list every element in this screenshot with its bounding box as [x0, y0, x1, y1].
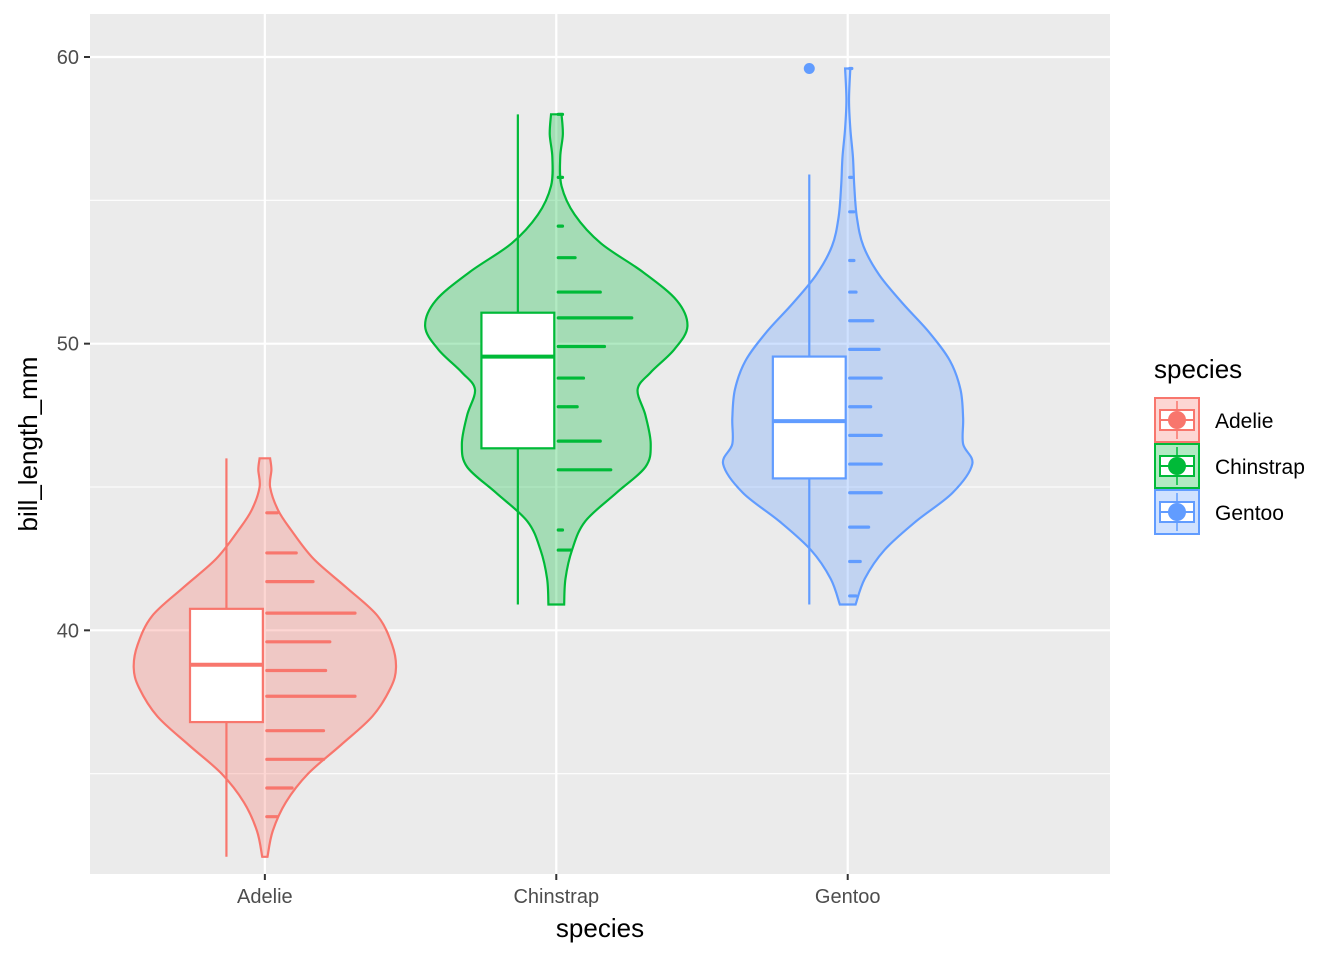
violin-chinstrap	[424, 113, 689, 606]
x-axis-title: species	[556, 913, 644, 943]
outlier-point	[803, 62, 815, 74]
legend-key-point	[1168, 503, 1186, 521]
y-tick-label: 60	[57, 47, 79, 69]
species-group-adelie	[132, 457, 398, 858]
legend-key-chinstrap	[1154, 443, 1200, 489]
legend: species Adelie Chinstrap Gentoo	[1154, 354, 1305, 535]
y-tick-label: 50	[57, 334, 79, 356]
legend-title: species	[1154, 354, 1242, 384]
panel-background	[90, 14, 1110, 874]
plot-marks	[132, 62, 974, 858]
species-group-gentoo	[721, 62, 974, 606]
legend-label-adelie: Adelie	[1215, 410, 1273, 433]
legend-key-point	[1168, 457, 1186, 475]
axes: 40 50 60 Adelie Chinstrap Gentoo	[57, 47, 881, 908]
x-tick-label: Gentoo	[815, 886, 881, 908]
box-chinstrap	[480, 311, 556, 450]
legend-key-adelie	[1154, 397, 1200, 443]
species-group-chinstrap	[424, 112, 689, 606]
legend-key-point	[1168, 411, 1186, 429]
x-tick-label: Chinstrap	[513, 886, 599, 908]
x-tick-label: Adelie	[237, 886, 293, 908]
y-axis-title: bill_length_mm	[13, 357, 43, 532]
legend-key-gentoo	[1154, 489, 1200, 535]
legend-label-chinstrap: Chinstrap	[1215, 456, 1305, 479]
legend-label-gentoo: Gentoo	[1215, 502, 1284, 525]
violin-adelie	[132, 457, 398, 858]
box-gentoo	[771, 355, 847, 480]
y-tick-label: 40	[57, 620, 79, 642]
